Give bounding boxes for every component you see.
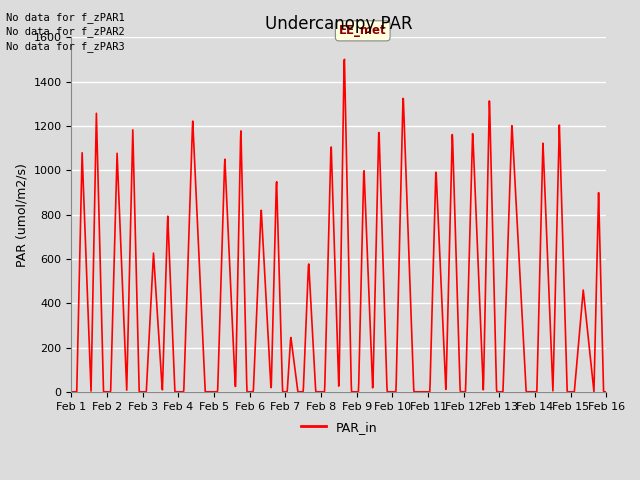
Legend: PAR_in: PAR_in: [296, 416, 382, 439]
Text: No data for f_zPAR2: No data for f_zPAR2: [6, 26, 125, 37]
Text: No data for f_zPAR3: No data for f_zPAR3: [6, 41, 125, 52]
Title: Undercanopy PAR: Undercanopy PAR: [265, 15, 413, 33]
Y-axis label: PAR (umol/m2/s): PAR (umol/m2/s): [15, 163, 28, 266]
Text: EE_met: EE_met: [339, 24, 387, 37]
Text: No data for f_zPAR1: No data for f_zPAR1: [6, 12, 125, 23]
